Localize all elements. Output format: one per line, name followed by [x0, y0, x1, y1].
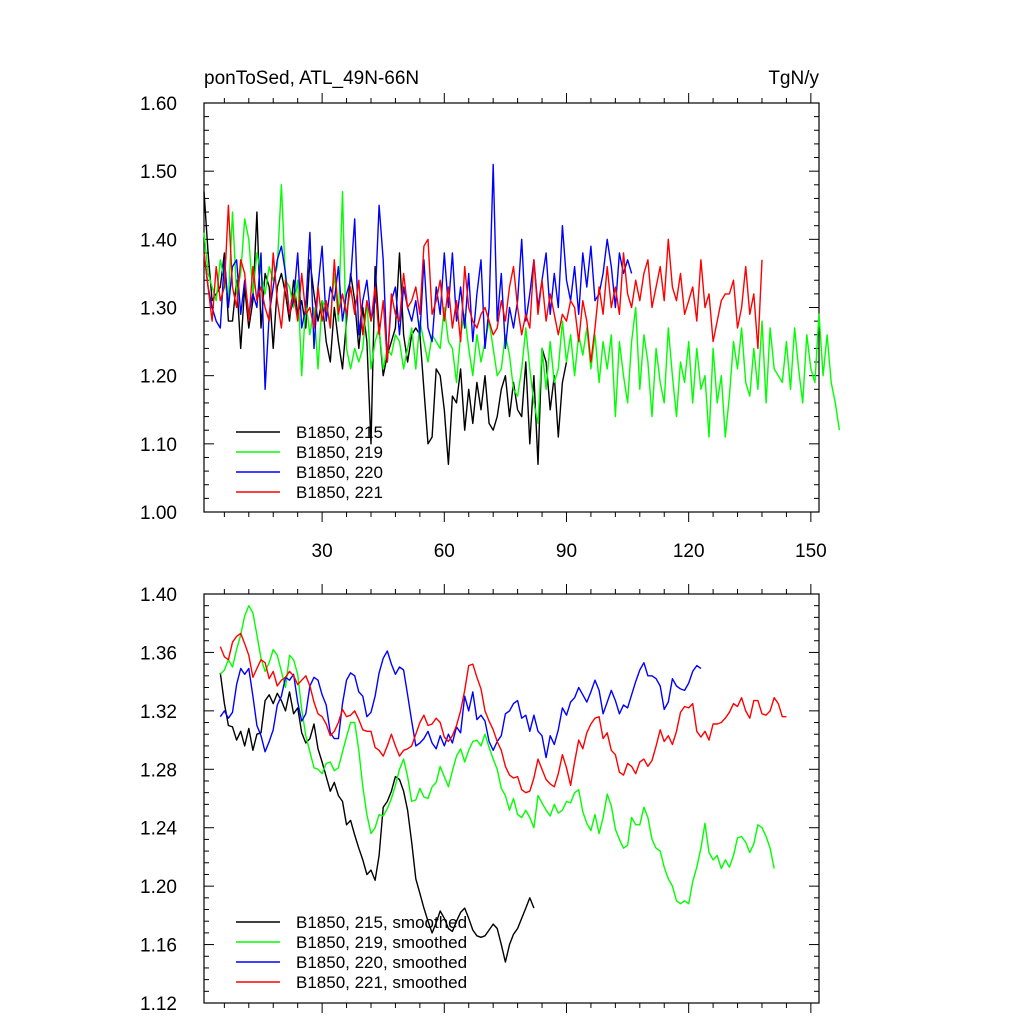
bottom-legend-label-0: B1850, 215, smoothed: [296, 913, 467, 932]
units-label: TgN/y: [768, 68, 819, 89]
top-legend-label-1: B1850, 219: [296, 443, 383, 462]
top-legend-label-3: B1850, 221: [296, 483, 383, 502]
bottom-series-line-3: [219, 632, 787, 794]
bottom-series-line-1: [219, 605, 775, 905]
top-y-tick-label: 1.10: [140, 435, 177, 456]
top-y-tick-label: 1.00: [140, 503, 177, 524]
plot-title: ponToSed, ATL_49N-66N: [204, 68, 419, 89]
top-legend-label-0: B1850, 215: [296, 423, 383, 442]
bottom-y-tick-label: 1.12: [140, 994, 177, 1015]
bottom-legend-label-1: B1850, 219, smoothed: [296, 933, 467, 952]
top-y-tick-label: 1.20: [140, 367, 177, 388]
top-series-line-1: [203, 184, 841, 438]
bottom-y-tick-label: 1.40: [140, 585, 177, 606]
bottom-plot-frame: [203, 593, 820, 1004]
top-y-tick-label: 1.50: [140, 162, 177, 183]
top-x-tick-label: 30: [312, 541, 333, 562]
top-y-tick-label: 1.40: [140, 230, 177, 251]
top-x-tick-label: 60: [434, 541, 455, 562]
top-y-tick-label: 1.60: [140, 94, 177, 115]
bottom-y-tick-label: 1.24: [140, 819, 177, 840]
top-panel: 1.00 1.10 1.20 1.30 1.40 1.50 1.60 30 60 90 120 150…: [140, 93, 841, 562]
bottom-legend-label-3: B1850, 221, smoothed: [296, 973, 467, 992]
top-x-tick-label: 120: [673, 541, 705, 562]
top-series-line-3: [203, 204, 763, 363]
top-x-tick-label: 150: [795, 541, 827, 562]
bottom-series-line-2: [219, 650, 702, 759]
bottom-panel: 1.12 1.16 1.20 1.24 1.28 1.32 1.36 1.40 B1850, 2…: [140, 584, 820, 1015]
top-y-tick-label: 1.30: [140, 299, 177, 320]
bottom-legend-label-2: B1850, 220, smoothed: [296, 953, 467, 972]
top-x-tick-label: 90: [556, 541, 577, 562]
bottom-y-tick-label: 1.36: [140, 643, 177, 664]
top-legend-label-2: B1850, 220: [296, 463, 383, 482]
bottom-y-tick-label: 1.32: [140, 702, 177, 723]
bottom-series-line-0: [219, 672, 535, 963]
top-series-line-0: [203, 191, 568, 465]
bottom-y-tick-label: 1.16: [140, 936, 177, 957]
bottom-y-tick-label: 1.20: [140, 877, 177, 898]
bottom-y-tick-label: 1.28: [140, 760, 177, 781]
